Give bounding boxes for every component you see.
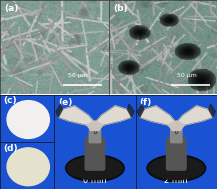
Text: 50 μm: 50 μm <box>177 74 197 78</box>
Text: (d): (d) <box>3 144 18 153</box>
Ellipse shape <box>149 157 204 180</box>
Text: (f): (f) <box>140 98 152 107</box>
FancyBboxPatch shape <box>89 129 101 143</box>
Polygon shape <box>176 106 213 128</box>
Polygon shape <box>128 104 134 117</box>
Ellipse shape <box>67 157 123 180</box>
Text: (e): (e) <box>58 98 73 107</box>
Text: (a): (a) <box>4 4 19 13</box>
Ellipse shape <box>7 148 49 186</box>
Polygon shape <box>140 106 176 128</box>
Text: 50 μm: 50 μm <box>68 74 88 78</box>
Text: 2 min: 2 min <box>164 176 188 185</box>
Polygon shape <box>137 104 144 117</box>
Text: 0 min: 0 min <box>83 176 107 185</box>
Ellipse shape <box>7 101 49 138</box>
Polygon shape <box>87 121 103 130</box>
FancyBboxPatch shape <box>85 138 105 170</box>
Polygon shape <box>95 106 132 128</box>
FancyBboxPatch shape <box>171 129 182 143</box>
Polygon shape <box>209 104 215 117</box>
Ellipse shape <box>147 155 205 181</box>
Text: (b): (b) <box>113 4 127 13</box>
Polygon shape <box>56 104 62 117</box>
Polygon shape <box>168 121 184 130</box>
Text: (c): (c) <box>3 96 17 105</box>
FancyBboxPatch shape <box>167 138 186 170</box>
Polygon shape <box>58 106 95 128</box>
Ellipse shape <box>66 155 124 181</box>
